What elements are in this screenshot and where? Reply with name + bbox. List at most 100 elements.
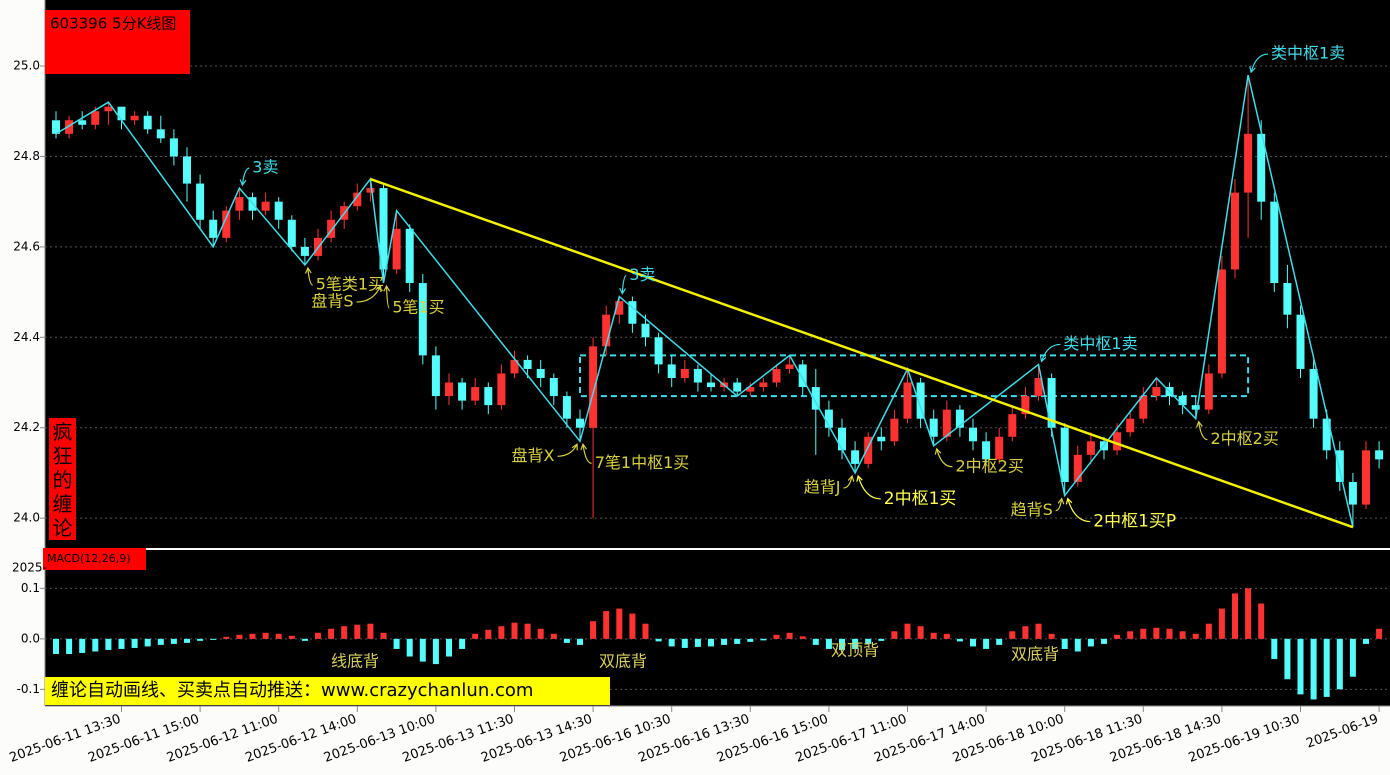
candle-body xyxy=(707,382,715,388)
macd-title: MACD(12,26,9) xyxy=(47,552,131,565)
macd-bar xyxy=(1258,603,1265,639)
macd-bar xyxy=(655,638,662,642)
macd-bar xyxy=(354,624,361,639)
macd-bar xyxy=(550,633,557,639)
macd-bar xyxy=(996,638,1003,645)
annotation-arrow xyxy=(385,286,390,309)
annotation: 7笔1中枢1买 xyxy=(595,453,690,472)
y-tick-label: 24.8 xyxy=(13,149,40,163)
candle-body xyxy=(1270,201,1279,284)
macd-bar xyxy=(184,638,190,643)
macd-bar xyxy=(341,626,348,639)
macd-bar xyxy=(760,638,767,641)
candle-body xyxy=(104,106,113,112)
candle-body xyxy=(1178,396,1187,406)
candle-body xyxy=(733,382,742,392)
candle-body xyxy=(1217,269,1226,374)
candle-body xyxy=(392,228,401,270)
arrow-head xyxy=(1057,497,1065,505)
y-tick-label: 24.2 xyxy=(13,420,40,434)
candle-body xyxy=(1309,368,1318,419)
candle-body xyxy=(785,364,794,369)
candle-body xyxy=(300,246,309,256)
macd-bar xyxy=(79,638,86,653)
annotation-arrow xyxy=(1040,343,1061,362)
macd-bar xyxy=(1192,633,1199,639)
candle-body xyxy=(235,197,244,211)
candle-body xyxy=(78,120,87,125)
macd-bar xyxy=(1323,638,1330,697)
macd-bar xyxy=(92,638,99,652)
macd-bar xyxy=(590,621,597,639)
macd-bar xyxy=(236,634,243,639)
candle-body xyxy=(929,418,938,437)
candle-body xyxy=(143,115,152,130)
annotation: 盘背X xyxy=(512,446,555,465)
candle-body xyxy=(91,111,100,125)
macd-bar xyxy=(825,638,832,649)
stroke-line xyxy=(55,74,1354,528)
macd-bar xyxy=(668,638,675,647)
candle-body xyxy=(1296,314,1305,369)
annotation: 类中枢1卖 xyxy=(1271,44,1345,63)
arrow-head xyxy=(580,443,588,451)
macd-bar xyxy=(1363,638,1369,644)
annotation: 类中枢1卖 xyxy=(1063,334,1137,353)
macd-bar xyxy=(446,638,452,657)
macd-bar xyxy=(852,638,859,649)
candle-body xyxy=(209,219,218,238)
candle-body xyxy=(759,382,768,388)
macd-bar xyxy=(262,632,269,639)
macd-bar xyxy=(432,638,439,665)
y-tick-label: 0.0 xyxy=(21,631,40,645)
annotation: 2中枢1买 xyxy=(884,489,957,509)
candle-body xyxy=(864,436,873,464)
macd-bar xyxy=(1297,638,1304,695)
y-tick-label: 24.0 xyxy=(13,511,40,525)
macd-bar xyxy=(1061,638,1068,649)
macd-bar xyxy=(603,611,610,639)
title-box xyxy=(45,10,190,74)
candle-body xyxy=(274,201,283,220)
annotation: 3卖 xyxy=(629,265,655,284)
macd-bar xyxy=(524,623,531,639)
candle-body xyxy=(838,427,846,451)
macd-bar xyxy=(1114,634,1121,639)
macd-bar xyxy=(1376,628,1383,639)
annotation-arrow xyxy=(307,267,313,286)
candle-body xyxy=(890,418,899,442)
candle-body xyxy=(52,120,60,134)
macd-annotation: 双底背 xyxy=(1011,645,1059,664)
macd-bar xyxy=(118,638,125,649)
arrow-head xyxy=(571,443,578,451)
macd-bar xyxy=(943,633,950,639)
macd-bar xyxy=(1127,631,1134,639)
macd-annotation: 双顶背 xyxy=(831,641,879,660)
annotation-arrow xyxy=(1250,53,1269,73)
arrow-head xyxy=(383,284,391,292)
macd-bar xyxy=(1271,638,1278,660)
macd-bar xyxy=(1140,628,1147,639)
macd-bar xyxy=(1245,588,1252,639)
macd-bar xyxy=(157,638,164,645)
candle-body xyxy=(1152,387,1161,397)
candle-body xyxy=(667,364,676,378)
candle-body xyxy=(1086,441,1095,455)
y-tick-label: 24.4 xyxy=(13,330,40,344)
banner: 缠论自动画线、买卖点自动推送：www.crazychanlun.com xyxy=(45,677,610,705)
annotation-arrow xyxy=(936,448,953,468)
macd-bar xyxy=(1179,631,1186,639)
annotation: 2中枢1买P xyxy=(1093,512,1176,532)
macd-bar xyxy=(1035,623,1042,639)
annotation: 盘背S xyxy=(311,292,353,311)
macd-bar xyxy=(485,629,492,639)
candle-body xyxy=(65,120,74,134)
macd-bar xyxy=(708,638,714,647)
macd-bar xyxy=(472,633,479,639)
candle-body xyxy=(549,377,558,397)
macd-bar xyxy=(734,638,741,644)
candle-body xyxy=(156,129,165,139)
candle-body xyxy=(798,364,807,388)
candle-body xyxy=(903,382,912,419)
annotation: 趋背S xyxy=(1011,500,1053,519)
